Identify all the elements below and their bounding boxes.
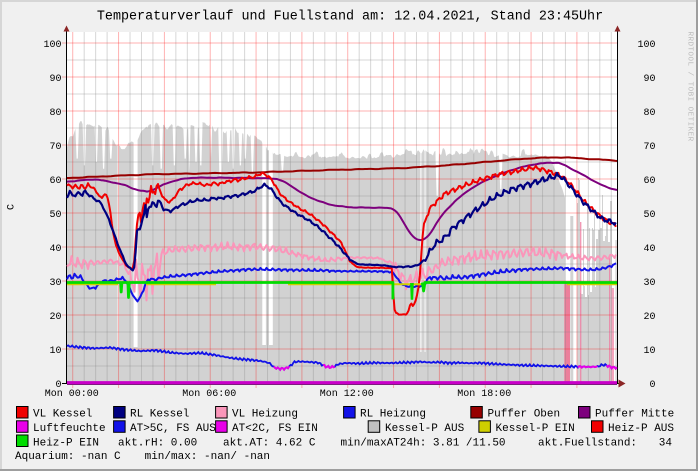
svg-text:RL Heizung: RL Heizung	[360, 409, 426, 421]
svg-text:Mon 12:00: Mon 12:00	[320, 389, 374, 400]
svg-text:akt.AT: 4.62 C: akt.AT: 4.62 C	[223, 437, 316, 449]
svg-text:Kessel-P AUS: Kessel-P AUS	[385, 423, 465, 435]
svg-text:RRDTOOL / TOBI OETIKER: RRDTOOL / TOBI OETIKER	[686, 32, 694, 142]
svg-text:30: 30	[643, 278, 655, 289]
svg-text:70: 70	[643, 142, 655, 153]
svg-text:40: 40	[643, 244, 655, 255]
svg-text:Kessel-P EIN: Kessel-P EIN	[496, 423, 575, 435]
svg-text:Aquarium: -nan C: Aquarium: -nan C	[15, 451, 121, 463]
svg-text:VL Kessel: VL Kessel	[33, 409, 92, 421]
svg-text:min/max: -nan/ -nan: min/max: -nan/ -nan	[145, 451, 270, 463]
svg-text:Puffer Oben: Puffer Oben	[488, 409, 561, 421]
svg-text:Heiz-P EIN: Heiz-P EIN	[33, 437, 99, 449]
svg-text:50: 50	[49, 210, 61, 221]
svg-text:34: 34	[659, 437, 673, 449]
svg-text:60: 60	[643, 176, 655, 187]
svg-text:20: 20	[643, 312, 655, 323]
svg-text:Mon 18:00: Mon 18:00	[457, 389, 511, 400]
svg-text:0: 0	[649, 380, 655, 391]
svg-text:100: 100	[637, 40, 655, 51]
svg-text:AT<2C, FS EIN: AT<2C, FS EIN	[232, 423, 318, 435]
svg-text:min/maxAT24h: 3.81 /11.50: min/maxAT24h: 3.81 /11.50	[341, 437, 506, 449]
svg-text:Heiz-P AUS: Heiz-P AUS	[608, 423, 674, 435]
svg-text:10: 10	[49, 346, 61, 357]
svg-text:Mon 00:00: Mon 00:00	[45, 389, 99, 400]
svg-text:90: 90	[49, 74, 61, 85]
svg-text:AT>5C, FS AUS: AT>5C, FS AUS	[130, 423, 216, 435]
svg-text:70: 70	[49, 142, 61, 153]
svg-text:0: 0	[55, 380, 61, 391]
svg-text:RL Kessel: RL Kessel	[130, 409, 189, 421]
svg-text:akt.Fuellstand:: akt.Fuellstand:	[538, 437, 637, 449]
svg-text:90: 90	[643, 74, 655, 85]
svg-text:50: 50	[643, 210, 655, 221]
svg-text:Temperaturverlauf und Fuellsta: Temperaturverlauf und Fuellstand am: 12.…	[97, 10, 603, 25]
svg-text:80: 80	[643, 108, 655, 119]
svg-text:VL Heizung: VL Heizung	[232, 409, 298, 421]
svg-text:80: 80	[49, 108, 61, 119]
svg-text:30: 30	[49, 278, 61, 289]
svg-text:60: 60	[49, 176, 61, 187]
svg-text:C: C	[7, 204, 18, 210]
svg-text:Puffer Mitte: Puffer Mitte	[595, 409, 674, 421]
svg-text:20: 20	[49, 312, 61, 323]
svg-text:akt.rH: 0.00: akt.rH: 0.00	[118, 437, 197, 449]
svg-text:100: 100	[43, 40, 61, 51]
svg-text:Mon 06:00: Mon 06:00	[182, 389, 236, 400]
svg-text:Luftfeuchte: Luftfeuchte	[33, 423, 106, 435]
svg-text:40: 40	[49, 244, 61, 255]
svg-text:10: 10	[643, 346, 655, 357]
